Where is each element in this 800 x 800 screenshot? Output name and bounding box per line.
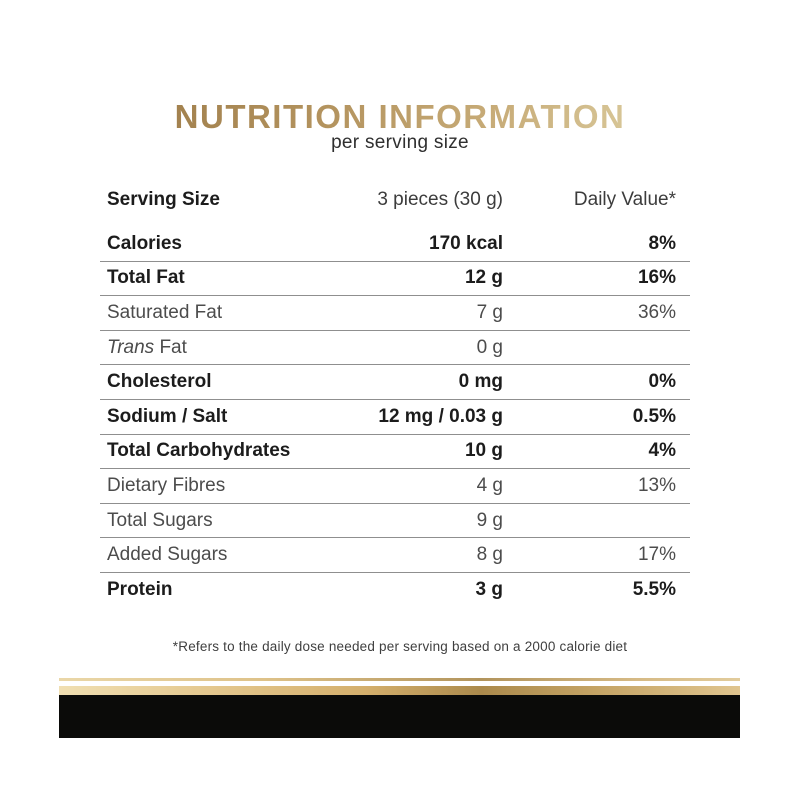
table-row-sodium-salt: Sodium / Salt 12 mg / 0.03 g 0.5% (100, 400, 690, 435)
table-row-added-sugars: Added Sugars 8 g 17% (100, 538, 690, 573)
row-daily: 13% (637, 474, 676, 496)
row-value: 0 mg (458, 371, 503, 393)
row-value: 3 g (475, 579, 503, 601)
row-daily: 8% (648, 232, 676, 254)
table-row-cholesterol: Cholesterol 0 mg 0% (100, 365, 690, 400)
bottom-decoration (59, 678, 740, 738)
table-row-saturated-fat: Saturated Fat 7 g 36% (100, 296, 690, 331)
row-label: Calories (107, 232, 182, 254)
row-value: 170 kcal (429, 232, 503, 254)
table-row-trans-fat: Trans Fat 0 g (100, 331, 690, 366)
gold-bar (59, 686, 740, 695)
header-label: Serving Size (107, 188, 220, 210)
row-label: Trans Fat (107, 337, 187, 359)
header-daily-value: Daily Value* (573, 188, 676, 210)
row-value: 7 g (476, 301, 503, 323)
trans-rest: Fat (154, 336, 187, 358)
row-label: Total Sugars (107, 509, 213, 531)
row-label: Protein (107, 579, 173, 601)
row-daily: 16% (637, 267, 676, 289)
nutrition-table: Serving Size 3 pieces (30 g) Daily Value… (100, 182, 690, 608)
header-serving-value: 3 pieces (30 g) (377, 188, 503, 210)
table-row-protein: Protein 3 g 5.5% (100, 573, 690, 608)
row-value: 10 g (464, 440, 503, 462)
table-row-total-carbohydrates: Total Carbohydrates 10 g 4% (100, 435, 690, 470)
row-value: 8 g (476, 544, 503, 566)
row-value: 9 g (476, 509, 503, 531)
row-label: Saturated Fat (107, 301, 223, 323)
row-value: 4 g (476, 474, 503, 496)
row-value: 12 g (464, 267, 503, 289)
row-label: Added Sugars (107, 544, 228, 566)
row-daily: 0% (648, 371, 676, 393)
page-subtitle: per serving size (331, 132, 469, 153)
row-label: Total Carbohydrates (107, 440, 291, 462)
row-daily: 0.5% (632, 405, 676, 427)
table-row-total-fat: Total Fat 12 g 16% (100, 262, 690, 297)
table-row-calories: Calories 170 kcal 8% (100, 227, 690, 262)
row-label: Total Fat (107, 267, 185, 289)
daily-value-footnote: *Refers to the daily dose needed per ser… (172, 639, 628, 654)
table-header-row: Serving Size 3 pieces (30 g) Daily Value… (100, 182, 690, 217)
page-title-wrap: NUTRITION INFORMATION (0, 98, 800, 136)
row-daily: 4% (648, 440, 676, 462)
gold-thin-line (59, 678, 740, 681)
table-row-total-sugars: Total Sugars 9 g (100, 504, 690, 539)
row-daily: 5.5% (632, 579, 676, 601)
black-bar (59, 695, 740, 738)
row-label: Dietary Fibres (107, 474, 226, 496)
row-daily: 17% (637, 544, 676, 566)
row-daily: 36% (637, 301, 676, 323)
row-value: 12 mg / 0.03 g (378, 405, 503, 427)
row-value: 0 g (476, 336, 503, 358)
row-label: Cholesterol (107, 371, 212, 393)
trans-italic: Trans (107, 336, 155, 358)
white-gap (59, 681, 740, 686)
page-title: NUTRITION INFORMATION (174, 98, 626, 135)
table-row-dietary-fibres: Dietary Fibres 4 g 13% (100, 469, 690, 504)
row-label: Sodium / Salt (107, 405, 228, 427)
